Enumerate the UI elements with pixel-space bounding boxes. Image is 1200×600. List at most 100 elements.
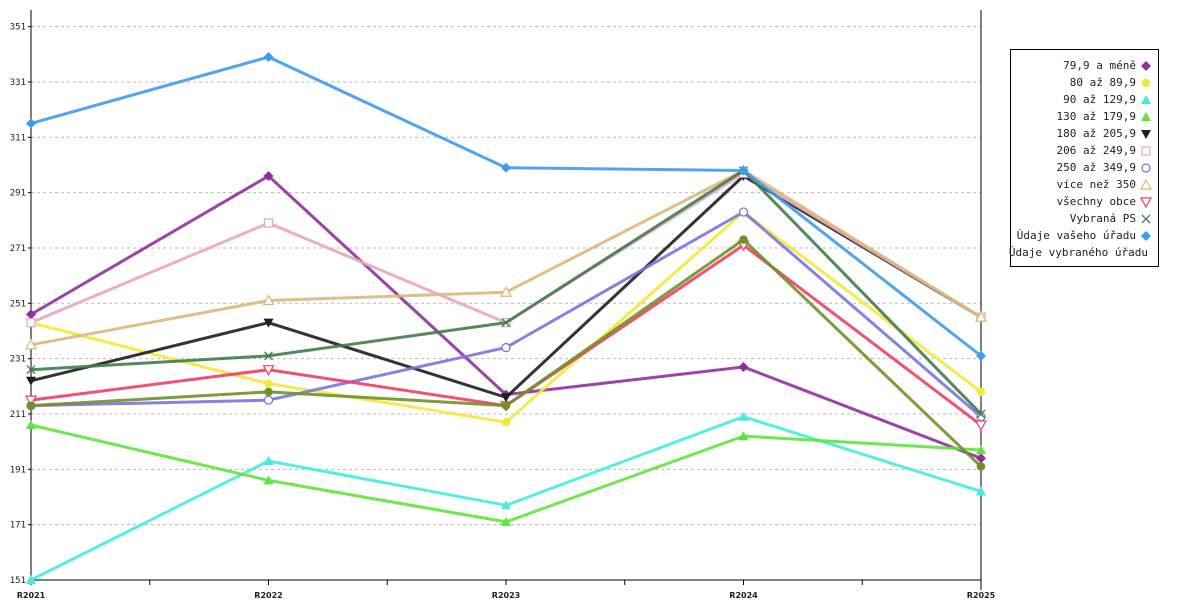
- data-point: [26, 318, 36, 328]
- legend-marker-shape: [1141, 230, 1151, 241]
- data-point: [24, 338, 38, 350]
- series-7: [24, 164, 988, 350]
- y-tick-label: 171: [10, 521, 26, 531]
- data-point: [974, 420, 988, 432]
- y-tick-label: 151: [10, 576, 26, 586]
- legend-marker-icon: [1141, 60, 1151, 71]
- data-point: [739, 235, 748, 244]
- y-ticks: 151 171 191 211 231 251 271 291 311 331 351: [10, 23, 31, 586]
- data-point: [501, 418, 511, 427]
- legend-label: 206 až 249,9: [1056, 144, 1136, 157]
- data-point: [264, 351, 273, 361]
- legend-label: 90 až 129,9: [1063, 93, 1136, 106]
- data-point: [976, 444, 986, 454]
- legend-marker-shape: [1140, 196, 1152, 208]
- legend-marker-shape: [1140, 178, 1152, 190]
- legend-marker-shape: [1141, 129, 1151, 139]
- data-point: [501, 162, 511, 173]
- data-point: [26, 420, 36, 430]
- y-tick-label: 251: [10, 299, 26, 309]
- data-point: [262, 365, 275, 376]
- legend: 79,9 a méně 80 až 89,9 90 až 129,9 130 až 1…: [1008, 49, 1159, 267]
- legend-label: Údaje vašeho úřadu: [1016, 229, 1136, 242]
- legend-marker-shape: [1141, 94, 1151, 104]
- legend-label: 79,9 a méně: [1063, 59, 1136, 72]
- data-point: [26, 376, 36, 386]
- y-tick-label: 231: [10, 355, 26, 365]
- legend-label: Údaje vybraného úřadu: [1008, 246, 1148, 259]
- series-line: [29, 238, 983, 469]
- legend-item: všechny obce: [1011, 193, 1158, 210]
- legend-marker-icon: [1140, 196, 1152, 208]
- legend-item: 206 až 249,9: [1011, 142, 1158, 159]
- legend-marker-icon: [1141, 162, 1151, 173]
- legend-item: Údaje vybraného úřadu: [1008, 244, 1158, 261]
- y-tick-label: 211: [10, 410, 26, 420]
- legend-marker-icon: [1141, 111, 1151, 121]
- legend-marker-icon: [1141, 145, 1151, 156]
- data-point: [263, 318, 274, 328]
- data-point: [738, 431, 749, 441]
- data-point: [976, 409, 986, 419]
- legend-marker-shape: [1141, 145, 1151, 156]
- legend-marker-shape: [1141, 78, 1151, 87]
- legend-item: 130 až 179,9: [1011, 108, 1158, 125]
- data-point: [976, 453, 986, 464]
- legend-item: 90 až 129,9: [1011, 91, 1158, 108]
- legend-label: 130 až 179,9: [1056, 110, 1136, 123]
- x-tick-label: R2022: [254, 591, 282, 600]
- legend-marker-icon: [1141, 230, 1151, 241]
- series-6: [26, 207, 986, 422]
- series-3: [26, 420, 986, 526]
- data-point: [263, 456, 274, 466]
- legend-marker-shape: [1141, 214, 1151, 223]
- x-tick-label: R2024: [729, 591, 758, 600]
- series-11: [26, 235, 986, 471]
- legend-marker-icon: [1140, 178, 1152, 190]
- data-point: [501, 318, 511, 328]
- series-lines: [24, 52, 988, 584]
- legend-label: více než 350: [1056, 178, 1136, 191]
- data-point: [738, 165, 749, 176]
- x-tick-label: R2021: [17, 591, 46, 600]
- data-point: [501, 393, 511, 403]
- data-point: [501, 401, 511, 410]
- data-point: [976, 387, 986, 397]
- y-tick-label: 331: [10, 78, 26, 88]
- legend-marker-shape: [1141, 111, 1151, 121]
- data-point: [976, 462, 986, 471]
- legend-marker-icon: [1141, 78, 1151, 87]
- legend-item: 80 až 89,9: [1011, 74, 1158, 91]
- x-tick-label: R2025: [967, 591, 996, 600]
- y-tick-label: 271: [10, 244, 26, 254]
- y-tick-label: 311: [10, 133, 26, 143]
- series-line: [29, 55, 983, 358]
- data-point: [26, 309, 36, 320]
- data-point: [263, 395, 274, 405]
- legend-item: 250 až 349,9: [1011, 159, 1158, 176]
- data-point: [738, 411, 749, 421]
- y-tick-label: 191: [10, 465, 26, 475]
- series-10: [26, 52, 986, 361]
- data-point: [263, 171, 274, 182]
- data-point: [263, 52, 274, 63]
- series-line: [29, 210, 983, 419]
- data-point: [264, 387, 273, 397]
- x-tick-label: R2023: [492, 591, 520, 600]
- series-2: [26, 411, 986, 584]
- legend-label: 180 až 205,9: [1056, 127, 1136, 140]
- data-point: [26, 365, 36, 375]
- data-point: [976, 350, 986, 361]
- legend-label: 250 až 349,9: [1056, 161, 1136, 174]
- legend-item: 79,9 a méně: [1011, 57, 1158, 74]
- data-point: [263, 475, 274, 485]
- legend-item: 180 až 205,9: [1011, 125, 1158, 142]
- data-point: [499, 285, 513, 297]
- data-point: [26, 401, 36, 410]
- legend-marker-icon: [1141, 94, 1151, 104]
- legend-item: Vybraná PS: [1011, 210, 1158, 227]
- data-point: [26, 118, 36, 129]
- data-point: [24, 395, 38, 407]
- legend-marker-shape: [1141, 60, 1151, 71]
- data-point: [738, 207, 749, 217]
